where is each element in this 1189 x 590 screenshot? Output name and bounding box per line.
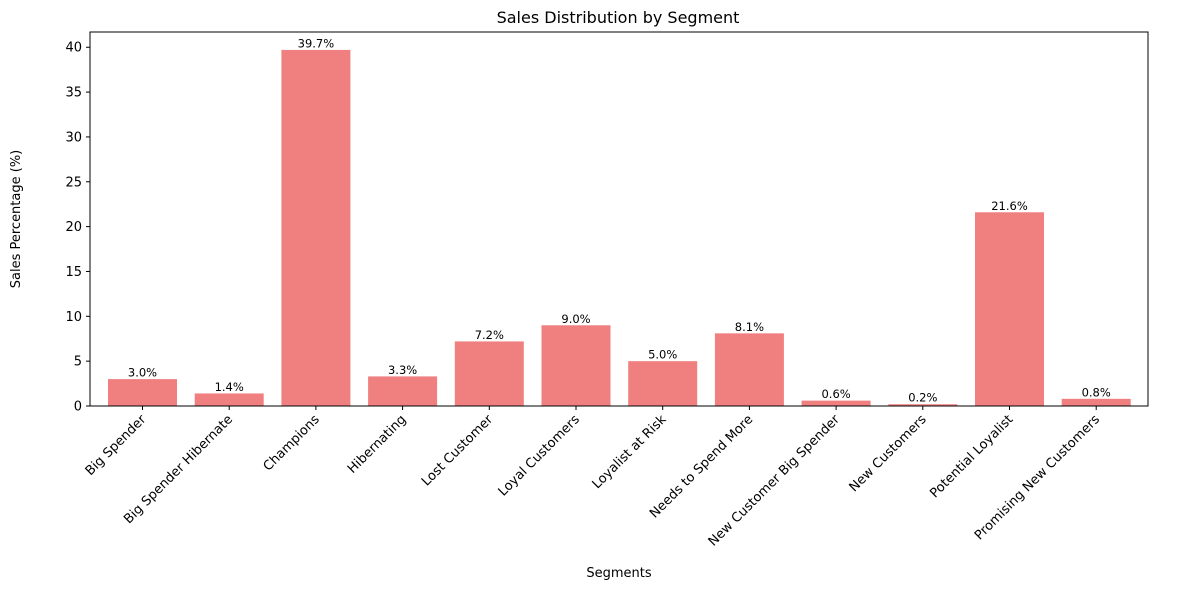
x-tick-label: Champions	[261, 412, 323, 474]
data-labels: 3.0% 1.4% 39.7% 3.3% 7.2% 9.0% 5.0% 8.1% 0.6% 0.2…	[128, 36, 1111, 404]
bar	[194, 393, 264, 406]
bar	[801, 400, 871, 406]
bar	[281, 49, 351, 406]
plot-frame	[89, 31, 1149, 407]
bar-value-label: 0.6%	[821, 387, 850, 401]
bar-value-label: 5.0%	[648, 348, 677, 362]
bar-value-label: 3.0%	[128, 366, 157, 380]
bar-value-label: 3.3%	[388, 363, 417, 377]
bars	[108, 49, 1131, 406]
x-tick-label: Loyalist at Risk	[590, 412, 670, 492]
bar-value-label: 9.0%	[561, 312, 590, 326]
x-tick-label: Lost Customer	[419, 412, 497, 490]
y-tick-label: 30	[65, 130, 82, 145]
bar-value-label: 0.8%	[1082, 385, 1111, 399]
y-tick-label: 35	[65, 86, 82, 101]
bar	[108, 379, 177, 406]
bar	[714, 333, 784, 406]
bar	[888, 404, 958, 406]
y-tick-label: 25	[65, 175, 82, 190]
y-axis: 0 5 10 15 20 25 30 35 40	[65, 41, 90, 415]
x-tick-label: Loyal Customers	[496, 412, 583, 499]
bar	[541, 325, 611, 406]
bar-value-label: 39.7%	[298, 36, 335, 50]
bar	[975, 212, 1044, 406]
y-tick-label: 40	[65, 41, 82, 56]
chart-title: Sales Distribution by Segment	[497, 8, 740, 27]
y-tick-label: 0	[74, 400, 82, 415]
bar	[628, 361, 698, 406]
y-axis-label: Sales Percentage (%)	[9, 150, 24, 289]
x-tick-label: New Customers	[847, 412, 930, 495]
x-tick-label: Potential Loyalist	[927, 412, 1016, 501]
bar	[454, 341, 524, 406]
y-tick-label: 10	[65, 310, 82, 325]
bar-value-label: 1.4%	[215, 380, 244, 394]
x-tick-label: Big Spender	[83, 412, 150, 479]
y-tick-label: 20	[65, 220, 82, 235]
bar	[1061, 398, 1131, 406]
x-tick-label: Hibernating	[345, 412, 409, 476]
bar	[368, 376, 438, 406]
bar-value-label: 21.6%	[991, 199, 1028, 213]
x-axis-label: Segments	[586, 566, 652, 581]
y-tick-label: 5	[74, 355, 82, 370]
y-tick-label: 15	[65, 265, 82, 280]
bar-value-label: 7.2%	[475, 328, 504, 342]
bar-value-label: 8.1%	[735, 320, 764, 334]
bar-value-label: 0.2%	[908, 391, 937, 405]
